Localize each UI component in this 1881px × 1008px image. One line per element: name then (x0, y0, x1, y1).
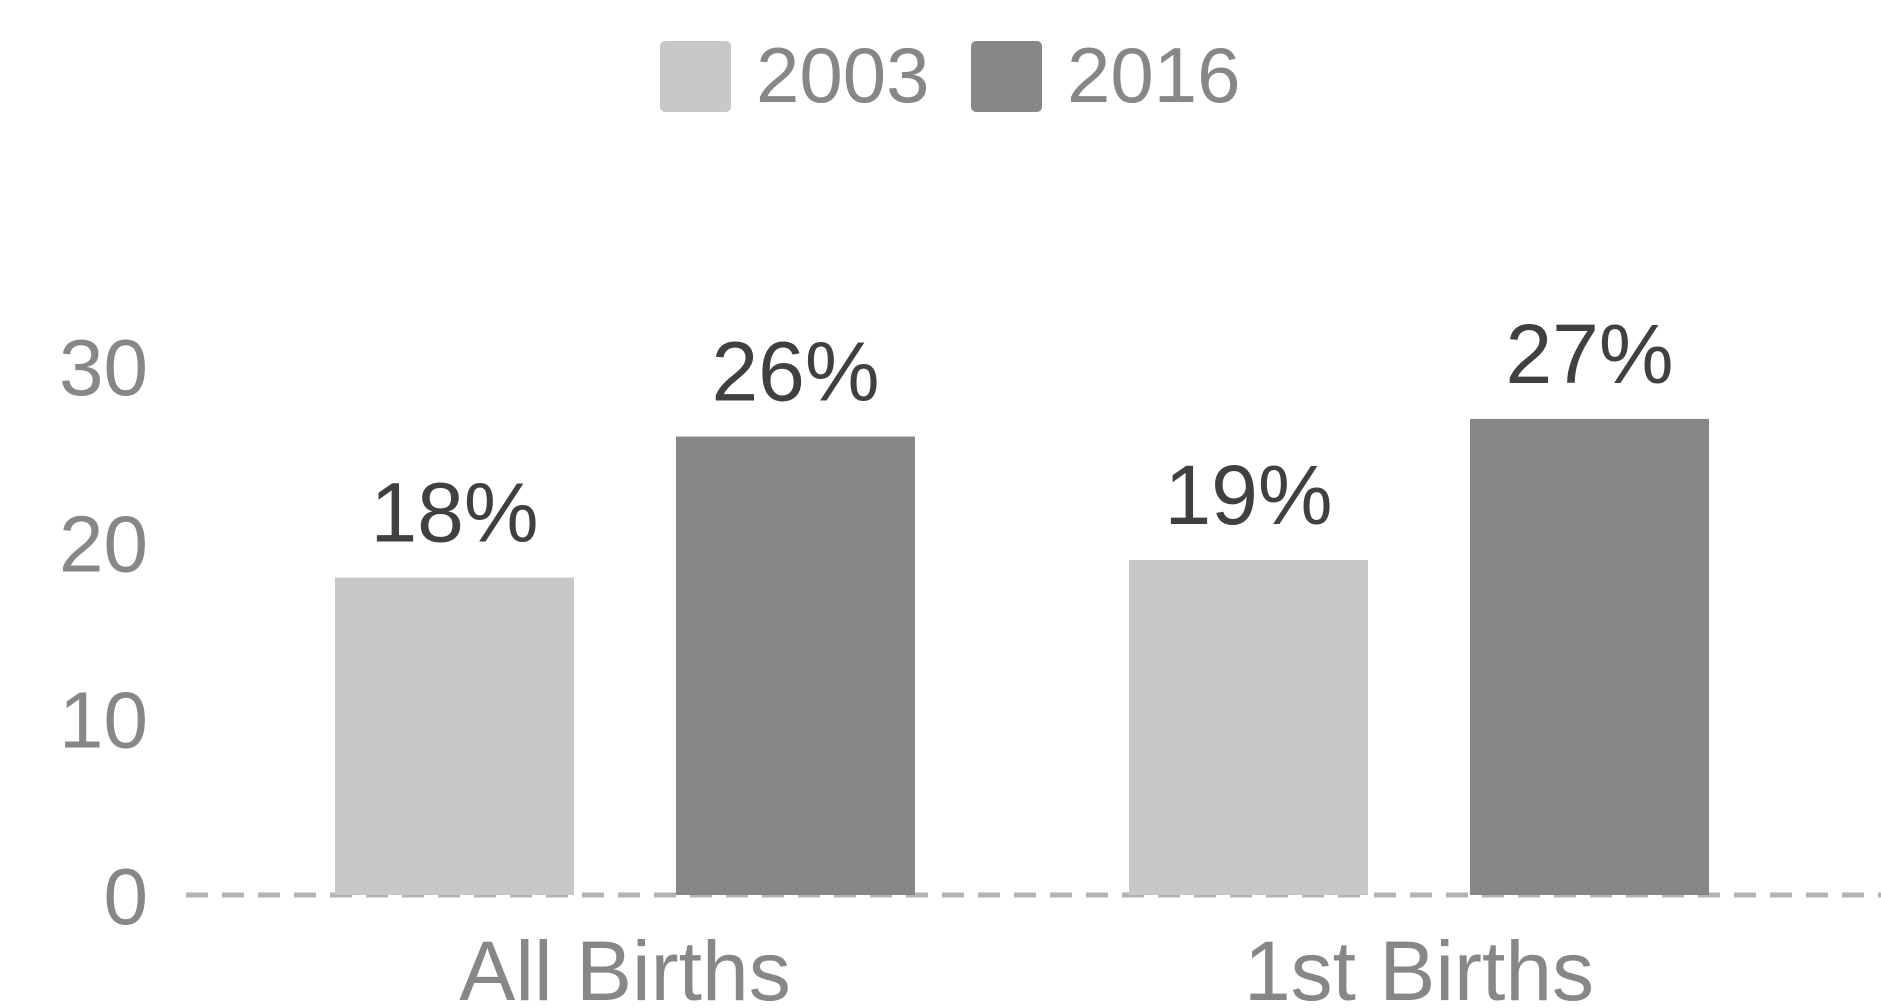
y-tick-label: 0 (104, 852, 149, 941)
value-label: 18% (370, 466, 538, 560)
value-label: 19% (1164, 448, 1332, 542)
bar (676, 436, 915, 895)
bar (1129, 559, 1368, 895)
legend-swatch (660, 41, 731, 112)
legend-swatch (971, 41, 1042, 112)
bar (335, 577, 574, 895)
bar (1470, 418, 1709, 895)
legend-label: 2003 (756, 31, 930, 119)
y-tick-label: 10 (59, 676, 148, 765)
value-label: 27% (1505, 307, 1673, 401)
x-tick-label: All Births (459, 924, 790, 1008)
x-tick-label: 1st Births (1244, 924, 1594, 1008)
y-tick-label: 30 (59, 323, 148, 412)
value-label: 26% (711, 325, 879, 419)
y-tick-label: 20 (59, 499, 148, 588)
legend-label: 2016 (1067, 31, 1241, 119)
